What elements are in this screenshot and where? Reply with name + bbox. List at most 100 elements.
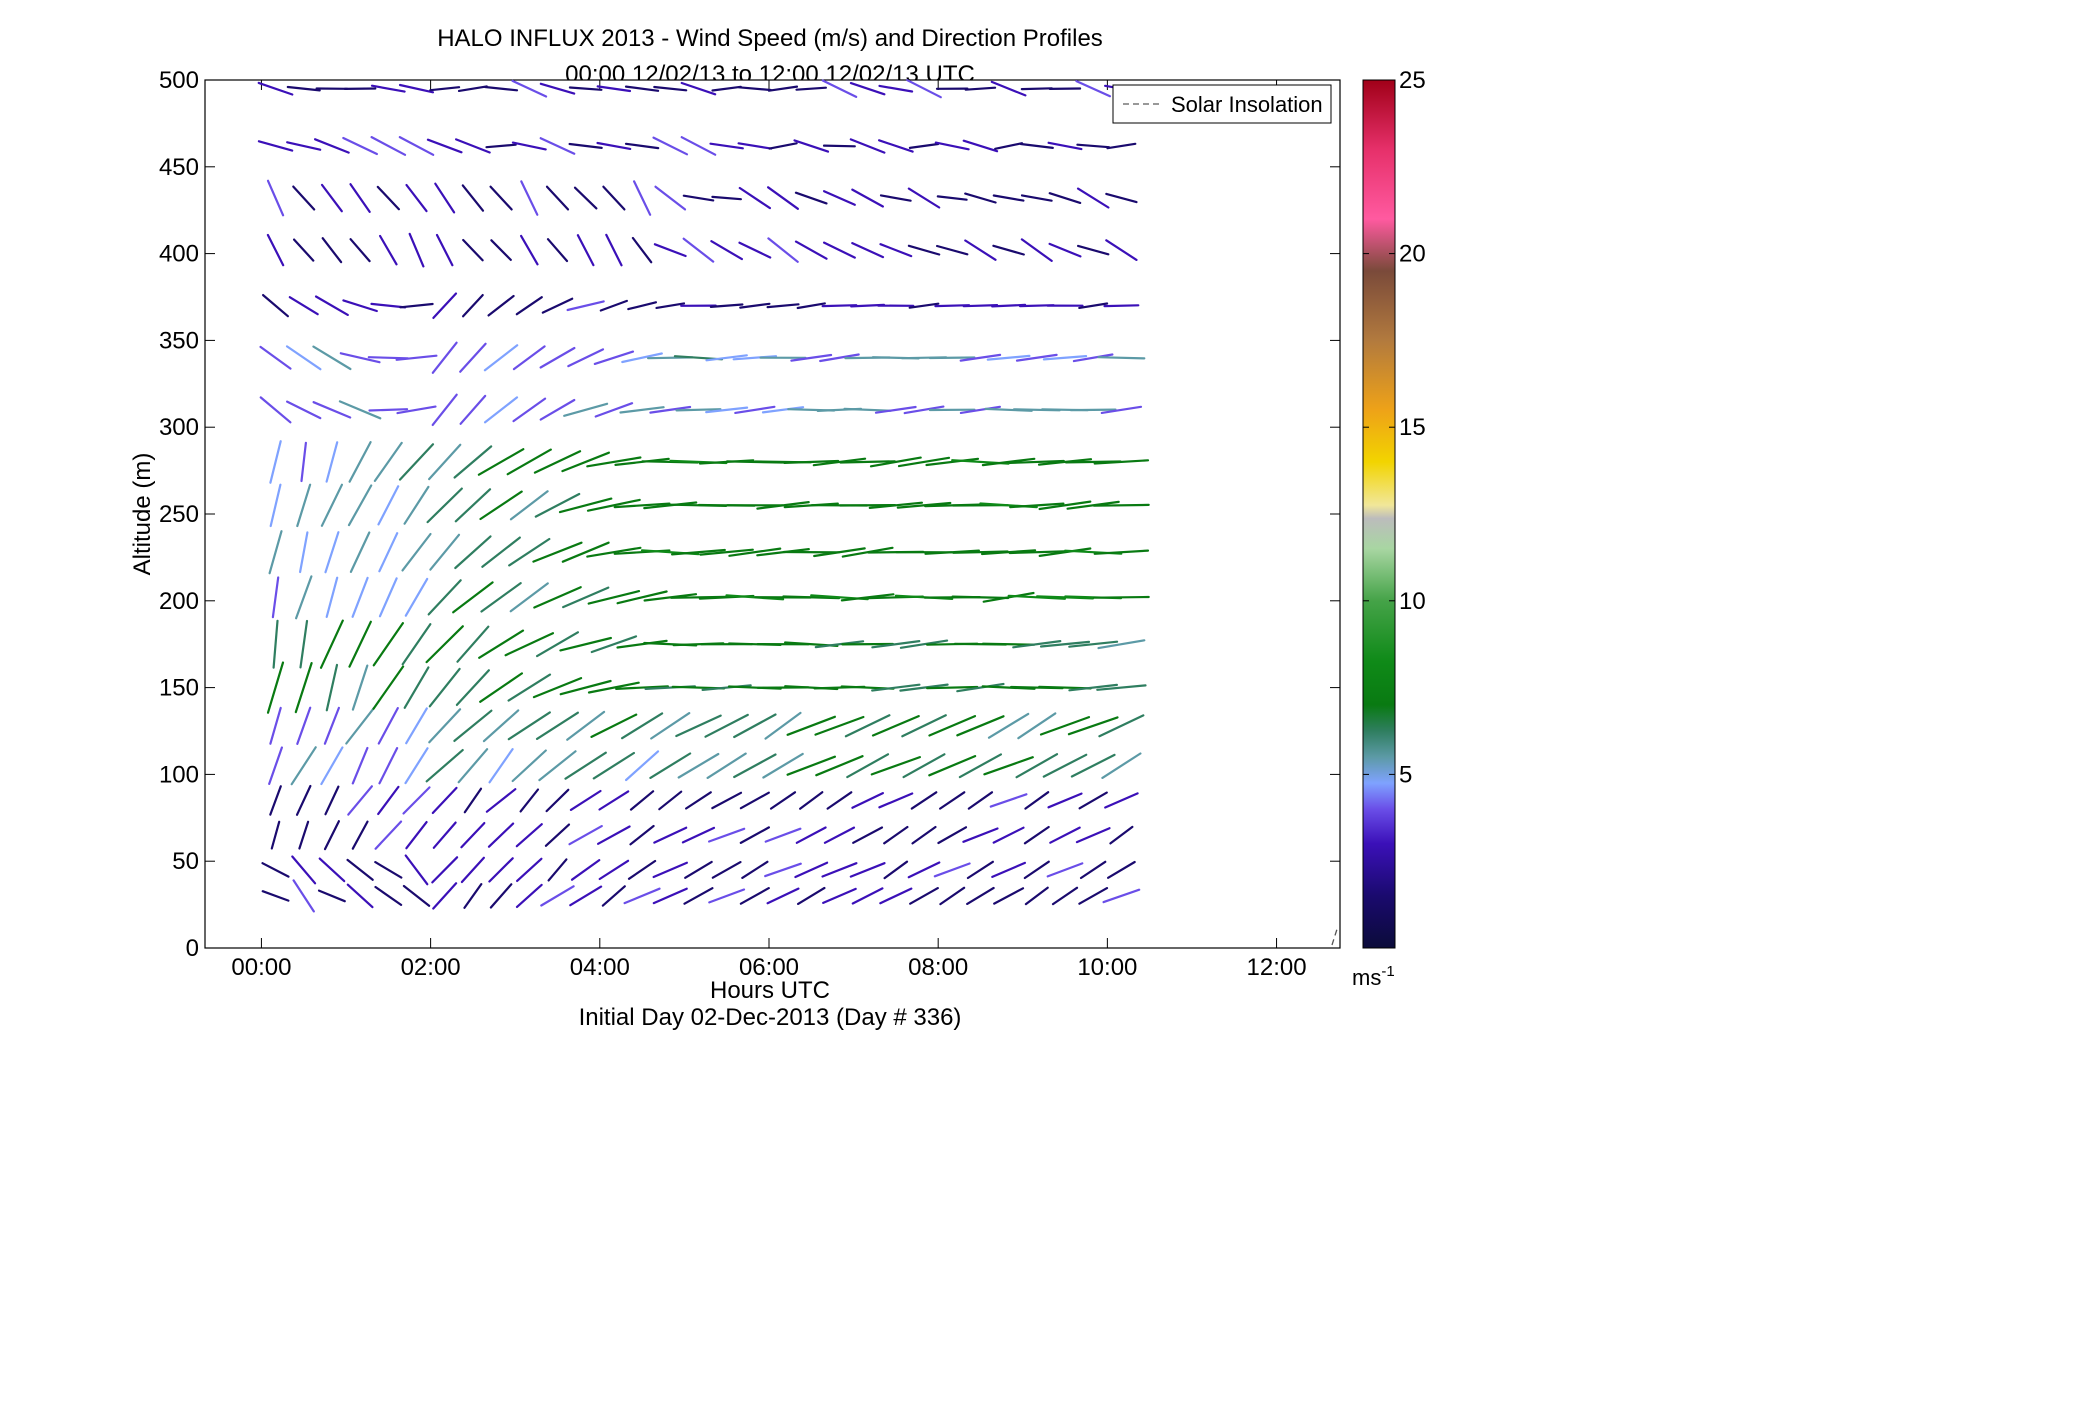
wind-vector	[509, 490, 549, 521]
wind-vector	[342, 136, 378, 156]
wind-vector	[559, 679, 612, 696]
wind-vector	[1039, 640, 1091, 648]
wind-vector	[1038, 547, 1092, 558]
wind-vector	[956, 715, 1005, 737]
wind-vector	[768, 142, 798, 150]
wind-vector	[459, 342, 487, 373]
wind-vector	[286, 85, 321, 92]
wind-vector	[269, 706, 282, 745]
wind-vector	[290, 746, 317, 786]
wind-vector	[325, 576, 339, 619]
wind-vector	[1098, 714, 1145, 738]
wind-vector	[764, 827, 802, 843]
wind-vector	[616, 639, 668, 649]
wind-vector	[349, 183, 371, 213]
wind-vector	[1042, 753, 1088, 778]
wind-vector	[896, 501, 952, 509]
wind-vector	[1103, 304, 1140, 308]
wind-vector	[259, 396, 292, 424]
wind-vector	[293, 238, 315, 262]
wind-vector	[539, 137, 576, 155]
wind-vector	[899, 683, 949, 692]
wind-vector	[532, 676, 583, 699]
wind-vector	[682, 194, 715, 202]
y-axis-label: Altitude (m)	[129, 453, 156, 576]
wind-vector	[539, 346, 576, 369]
wind-vector	[741, 860, 769, 880]
wind-vector	[599, 299, 629, 312]
wind-vector	[649, 752, 692, 780]
wind-vector	[351, 820, 369, 850]
wind-vector	[1023, 825, 1050, 845]
wind-vector	[286, 141, 322, 151]
wind-vector	[374, 820, 403, 850]
wind-vector	[903, 405, 945, 415]
wind-vector	[457, 85, 488, 93]
wind-vector	[959, 353, 1002, 362]
wind-vector	[790, 353, 833, 362]
wind-vector	[908, 302, 940, 309]
wind-vector	[928, 714, 977, 737]
wind-vector	[1096, 684, 1147, 691]
wind-vector	[738, 186, 772, 210]
wind-vector	[1051, 886, 1079, 906]
wind-vector	[401, 623, 432, 666]
wind-vector	[956, 682, 1005, 693]
wind-vector	[766, 186, 800, 210]
wind-vector	[869, 456, 922, 468]
wind-vector	[429, 86, 461, 92]
colorbar-tick-label: 5	[1399, 761, 1412, 788]
wind-vector	[952, 550, 1009, 554]
wind-vector	[566, 300, 605, 312]
colorbar-tick-label: 20	[1399, 241, 1426, 268]
wind-vector	[372, 665, 405, 710]
wind-vector	[619, 406, 665, 414]
wind-vector	[821, 862, 858, 878]
y-tick-label: 250	[159, 501, 199, 528]
x-tick-label: 08:00	[908, 954, 968, 981]
wind-vector	[849, 862, 886, 878]
wind-vector	[346, 858, 374, 881]
wind-vector	[615, 685, 670, 691]
wind-vector	[398, 136, 435, 156]
wind-vector	[897, 456, 951, 468]
wind-vector	[566, 710, 606, 741]
wind-vector	[568, 142, 603, 149]
wind-vector	[613, 502, 671, 509]
wind-vector	[1020, 87, 1053, 91]
wind-vector	[901, 714, 947, 738]
wind-vector	[323, 820, 340, 851]
wind-vector	[321, 237, 343, 264]
wind-vector	[684, 791, 712, 810]
wind-vector	[1078, 791, 1108, 810]
wind-vector	[520, 180, 539, 216]
wind-vector	[1069, 408, 1117, 412]
wind-vector	[981, 642, 1036, 646]
wind-vector	[296, 706, 312, 746]
colorbar-ticks: 5 10 15 20 25	[1363, 67, 1426, 788]
wind-vector	[739, 826, 771, 845]
wind-vector	[266, 233, 285, 267]
wind-vector	[879, 194, 912, 202]
wind-vector	[568, 86, 603, 91]
wind-vector	[907, 861, 941, 879]
wind-vector	[378, 746, 399, 785]
wind-vector	[535, 711, 580, 741]
chart-title: HALO INFLUX 2013 - Wind Speed (m/s) and …	[437, 25, 1103, 52]
wind-vector	[346, 883, 374, 909]
wind-vector	[431, 393, 458, 426]
wind-vector	[794, 861, 829, 879]
wind-vector	[711, 85, 742, 92]
wind-vector	[655, 302, 686, 309]
wind-vector	[269, 440, 282, 484]
wind-vector	[431, 856, 459, 884]
wind-vector	[1008, 459, 1065, 464]
wind-vector	[682, 237, 715, 263]
wind-vector	[707, 827, 746, 843]
x-axis-ticks: 00:00 02:00 04:00 06:00 08:00 10:00 12:00	[231, 80, 1307, 981]
wind-vector	[1046, 862, 1084, 878]
wind-vector	[533, 586, 582, 609]
wind-vector	[485, 788, 517, 813]
wind-vector	[425, 625, 464, 664]
wind-vector	[1067, 716, 1119, 736]
